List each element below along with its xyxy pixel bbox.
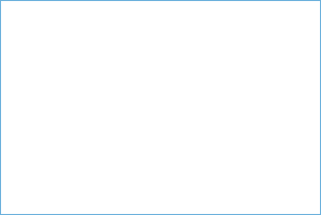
Text: Over 22": Over 22" [69, 124, 111, 133]
Text: 10" to 16": 10" to 16" [66, 92, 114, 101]
Text: Recommended
Shaft Length: Recommended Shaft Length [191, 42, 272, 64]
Text: Transom Mount: Transom Mount [10, 9, 143, 24]
Text: 36": 36" [223, 92, 239, 101]
Bar [0, 0, 321, 33]
Polygon shape [64, 141, 257, 198]
Text: 0" to 10": 0" to 10" [69, 77, 111, 86]
Text: 16" to 22": 16" to 22" [66, 108, 114, 117]
Text: 42": 42" [223, 108, 239, 117]
Text: Consult Mfr.: Consult Mfr. [203, 124, 259, 133]
Bar [0, 137, 321, 215]
Text: Transom to
Waterline: Transom to Waterline [59, 42, 120, 64]
Text: 30": 30" [223, 77, 239, 86]
